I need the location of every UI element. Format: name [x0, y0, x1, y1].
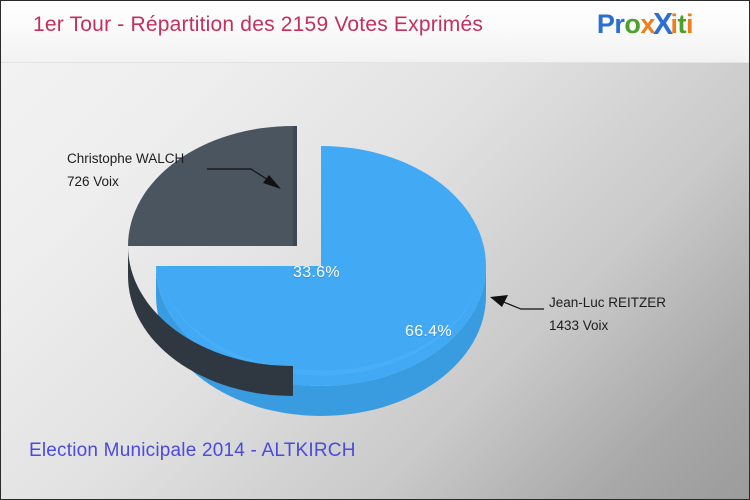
callout-walch: Christophe WALCH 726 Voix [67, 147, 184, 193]
logo-letter-x: x [640, 9, 655, 39]
pie-slice-walch-side [128, 246, 293, 396]
logo-letter-t: t [677, 9, 686, 39]
header-band: 1er Tour - Répartition des 2159 Votes Ex… [1, 1, 749, 63]
logo-letter-p: P [596, 9, 615, 39]
pie-slice-walch-top [128, 126, 293, 246]
page-title: 1er Tour - Répartition des 2159 Votes Ex… [33, 13, 484, 36]
pie-chart-stage: 33.6% 66.4% [1, 63, 749, 438]
proxiti-logo: ProxXiti [596, 7, 694, 41]
callout-reitzer-name: Jean-Luc REITZER [549, 295, 667, 310]
callout-reitzer-votes: 1433 Voix [549, 318, 609, 334]
callout-walch-name: Christophe WALCH [67, 151, 185, 166]
callout-reitzer: Jean-Luc REITZER 1433 Voix [549, 291, 666, 337]
callout-walch-votes: 726 Voix [67, 174, 119, 190]
pie-chart-svg [128, 126, 486, 416]
slice-value-walch: 33.6% [293, 264, 340, 281]
pie-slice-reitzer-top [156, 146, 486, 386]
logo-letter-o: o [624, 9, 641, 39]
slice-value-reitzer: 66.4% [405, 323, 452, 340]
footer-caption: Election Municipale 2014 - ALTKIRCH [29, 440, 356, 461]
pie-slice-walch [128, 126, 297, 396]
logo-letter-x-blue: X [652, 7, 673, 41]
logo-letter-r: r [614, 9, 625, 39]
logo-letter-i-first: i [670, 9, 678, 39]
pie-slice-walch-cut-wall-right [293, 126, 297, 246]
logo-letter-i-second: i [685, 9, 694, 39]
